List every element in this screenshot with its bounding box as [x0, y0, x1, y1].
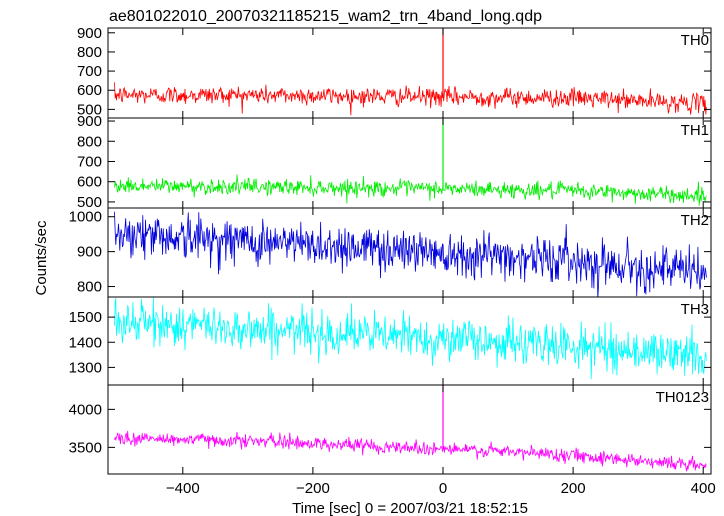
y-tick-label: 800 [77, 44, 102, 61]
y-tick-label: 600 [77, 174, 102, 191]
panels-group: 500 600 700 800 900 TH0 500 600 700 800 900 TH1 800 9… [69, 25, 716, 497]
series-line-th0123 [114, 430, 707, 472]
panel-th2: 800 900 1000 TH2 [69, 207, 712, 298]
x-tick-label: −400 [166, 480, 200, 497]
y-tick-label: 700 [77, 63, 102, 80]
y-tick-label: 1500 [69, 309, 102, 326]
y-tick-label: 1400 [69, 334, 102, 351]
y-tick-label: 1000 [69, 209, 102, 226]
panel-th0: 500 600 700 800 900 TH0 [77, 25, 712, 119]
x-tick-label: −200 [296, 480, 330, 497]
panel-label-th3: TH3 [681, 301, 709, 318]
panel-label-th2: TH2 [681, 212, 709, 229]
y-tick-label: 800 [77, 279, 102, 296]
panel-label-th0: TH0 [681, 32, 709, 49]
panel-label-th0123: TH0123 [656, 389, 709, 406]
series-line-th1 [114, 174, 707, 206]
y-tick-label: 700 [77, 153, 102, 170]
x-tick-label: 400 [691, 480, 716, 497]
y-tick-label: 4000 [69, 401, 102, 418]
y-tick-label: 500 [77, 194, 102, 211]
series-line-th2 [114, 211, 707, 297]
panel-frame [107, 296, 712, 386]
panel-th1: 500 600 700 800 900 TH1 [77, 113, 712, 211]
series-line-th3 [114, 297, 707, 380]
panel-frame [107, 27, 712, 119]
x-axis-label: Time [sec] 0 = 2007/03/21 18:52:15 [292, 500, 528, 516]
x-tick-label: 200 [561, 480, 586, 497]
y-tick-label: 3500 [69, 439, 102, 456]
y-tick-label: 600 [77, 82, 102, 99]
y-tick-label: 900 [77, 113, 102, 130]
y-tick-label: 500 [77, 101, 102, 118]
y-axis-label: Counts/sec [33, 220, 50, 296]
panel-th0123: 3500 4000 −400 −200 0 200 400 TH0123 [69, 384, 716, 497]
panel-th3: 1300 1400 1500 TH3 [69, 296, 712, 386]
series-line-th0 [114, 82, 707, 116]
panel-frame [107, 384, 712, 475]
y-tick-label: 1300 [69, 359, 102, 376]
x-tick-label: 0 [439, 480, 447, 497]
y-tick-label: 900 [77, 244, 102, 261]
figure-title: ae801022010_20070321185215_wam2_trn_4ban… [109, 8, 542, 25]
y-tick-label: 800 [77, 133, 102, 150]
y-tick-label: 900 [77, 25, 102, 42]
panel-label-th1: TH1 [681, 122, 709, 139]
